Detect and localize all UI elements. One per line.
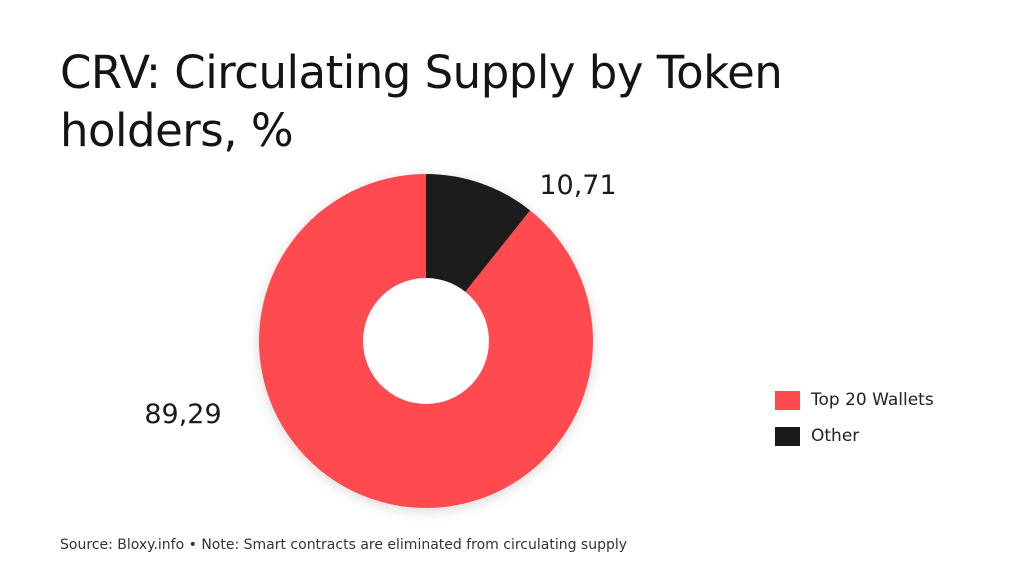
legend-item-other: Other [775,424,934,448]
legend-item-top-20-wallets: Top 20 Wallets [775,388,934,412]
source-note: Source: Bloxy.info • Note: Smart contrac… [60,537,628,553]
data-label-other: 10,71 [539,170,616,201]
data-label-top-20-wallets: 89,29 [144,399,221,430]
legend-swatch-top-20-wallets [775,390,800,410]
legend: Top 20 Wallets Other [775,388,934,460]
legend-label-other: Other [811,426,860,446]
donut-hole [363,278,489,404]
legend-label-top-20-wallets: Top 20 Wallets [811,390,934,410]
legend-swatch-other [775,426,800,446]
chart-title: CRV: Circulating Supply by Token holders… [60,46,783,157]
